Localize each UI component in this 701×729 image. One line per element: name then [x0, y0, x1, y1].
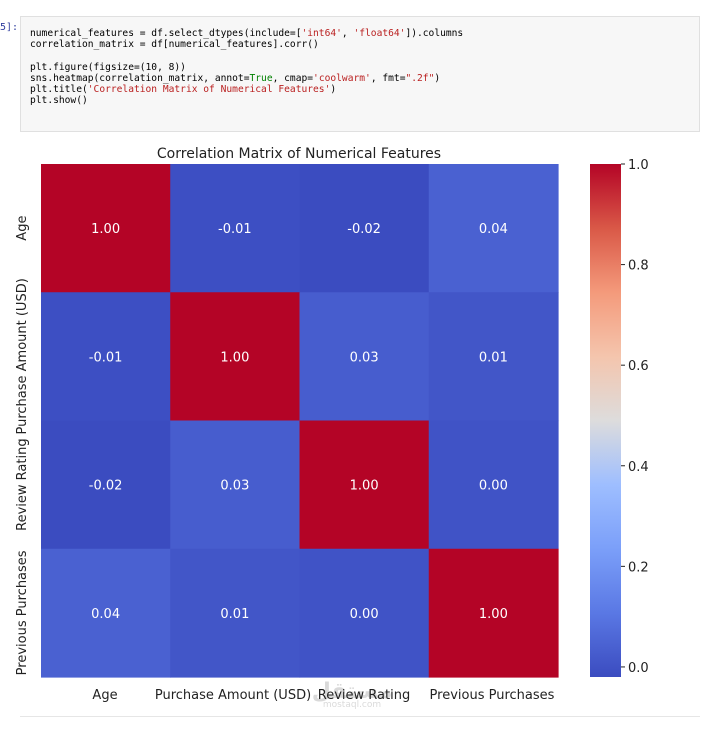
cell-annotation: 0.01 — [479, 350, 508, 365]
cell-annotation: -0.02 — [347, 222, 381, 237]
code-token: sns.heatmap(correlation_matrix, annot= — [30, 72, 250, 84]
cell-annotation: 0.04 — [91, 607, 120, 622]
heatmap-cell — [299, 164, 430, 293]
heatmap-cell — [41, 548, 171, 678]
code-token: , cmap= — [272, 72, 314, 84]
code-token: plt.figure(figsize=(10, 8)) — [30, 61, 186, 73]
code-line: plt.figure(figsize=(10, 8)) — [30, 62, 463, 73]
x-tick-label: Previous Purchases — [430, 688, 555, 703]
code-line: sns.heatmap(correlation_matrix, annot=Tr… — [30, 73, 463, 84]
code-token: plt.title( — [30, 83, 88, 95]
code-token: ) — [434, 72, 441, 84]
heatmap-cell — [428, 420, 559, 550]
heatmap-figure: Correlation Matrix of Numerical Features… — [15, 146, 649, 710]
cell-prompt: 5]: — [0, 22, 19, 33]
code-token: 'Correlation Matrix of Numerical Feature… — [87, 83, 331, 95]
heatmap-cell — [170, 420, 301, 550]
heatmap-cell — [41, 292, 171, 422]
code-token: 'float64' — [353, 28, 406, 39]
heatmap-cell — [299, 548, 430, 678]
y-tick-label: Review Rating — [15, 438, 30, 530]
code-line: plt.title('Correlation Matrix of Numeric… — [30, 84, 463, 95]
watermark: مستقل mostaql.com — [312, 679, 392, 710]
x-tick-label: Age — [92, 688, 117, 703]
heatmap-cell — [428, 548, 559, 678]
chart-title: Correlation Matrix of Numerical Features — [157, 146, 441, 162]
watermark-subtext: mostaql.com — [323, 700, 381, 710]
colorbar-tick-label: 0.4 — [628, 460, 649, 475]
next-cell[interactable] — [20, 716, 700, 729]
cell-annotation: 1.00 — [350, 479, 379, 494]
x-tick-label: Review Rating — [318, 688, 410, 703]
heatmap-cell — [299, 292, 430, 422]
cell-annotation: 1.00 — [91, 222, 120, 237]
cell-annotation: 1.00 — [220, 350, 249, 365]
heatmap-cell — [170, 292, 301, 422]
code-token: ".2f" — [405, 72, 435, 84]
cell-annotation: 0.00 — [479, 479, 508, 494]
y-tick-label: Previous Purchases — [15, 550, 30, 675]
heatmap-cell — [170, 164, 301, 293]
code-line — [30, 50, 463, 61]
cell-annotation: -0.02 — [89, 479, 123, 494]
colorbar-tick-label: 0.8 — [628, 259, 649, 274]
colorbar-tick-label: 0.0 — [628, 661, 649, 676]
code-editor[interactable]: numerical_features = df.select_dtypes(in… — [30, 28, 463, 106]
heatmap-cell — [299, 420, 430, 550]
colorbar — [590, 164, 621, 677]
code-token: , — [341, 28, 354, 39]
cell-annotation: 0.01 — [220, 607, 249, 622]
code-token: correlation_matrix = df[numerical_featur… — [30, 39, 319, 51]
code-token: ) — [330, 83, 337, 95]
colorbar-tick-label: 0.2 — [628, 560, 649, 575]
y-tick-label: Purchase Amount (USD) — [15, 278, 30, 434]
heatmap-cell — [428, 164, 559, 293]
colorbar-tick-label: 1.0 — [628, 158, 649, 173]
x-tick-label: Purchase Amount (USD) — [155, 688, 311, 703]
cell-annotation: -0.01 — [89, 350, 123, 365]
code-token: ]).columns — [405, 28, 464, 39]
heatmap-cell — [428, 292, 559, 422]
code-token: 'coolwarm' — [313, 72, 371, 84]
cell-annotation: 0.03 — [220, 479, 249, 494]
code-token: , fmt= — [370, 72, 406, 84]
cell-annotation: 0.03 — [350, 350, 379, 365]
code-line: numerical_features = df.select_dtypes(in… — [30, 28, 463, 39]
cell-annotation: 0.00 — [350, 607, 379, 622]
code-token: True — [249, 72, 273, 84]
heatmap-cell — [41, 420, 171, 550]
heatmap-cell — [41, 164, 171, 293]
code-line: plt.show() — [30, 95, 463, 106]
cell-annotation: 1.00 — [479, 607, 508, 622]
code-line: correlation_matrix = df[numerical_featur… — [30, 39, 463, 50]
code-cell[interactable]: numerical_features = df.select_dtypes(in… — [20, 16, 700, 132]
heatmap-cell — [170, 548, 301, 678]
cell-annotation: -0.01 — [218, 222, 252, 237]
code-token: plt.show() — [30, 95, 88, 107]
code-token: 'int64' — [301, 28, 342, 39]
watermark-text: مستقل — [312, 679, 392, 704]
colorbar-tick-label: 0.6 — [628, 359, 649, 374]
y-tick-label: Age — [15, 216, 30, 241]
code-token: numerical_features = df.select_dtypes(in… — [30, 28, 302, 39]
cell-annotation: 0.04 — [479, 222, 508, 237]
